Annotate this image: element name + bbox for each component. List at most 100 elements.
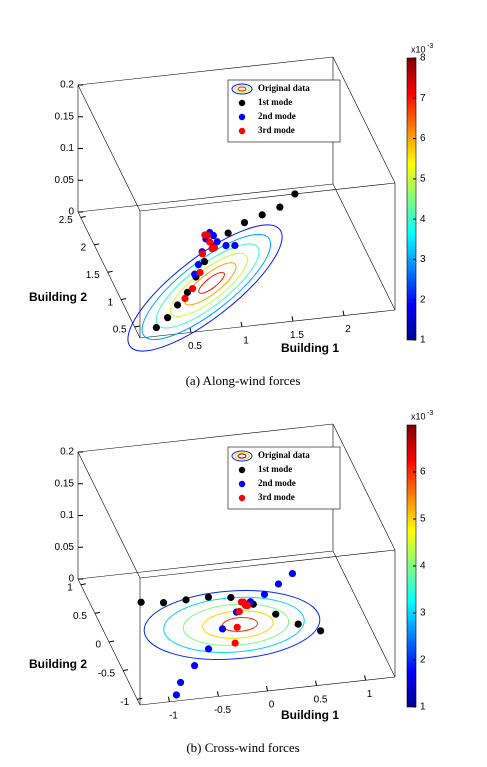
mode-point <box>204 593 213 601</box>
z-tick-label: 0.05 <box>55 542 75 553</box>
mode-point <box>258 211 266 219</box>
y-tick <box>80 215 86 218</box>
box-edge <box>332 423 396 551</box>
legend-marker <box>238 99 246 107</box>
colorbar-tick-label: 4 <box>420 561 426 572</box>
legend-label: 2nd mode <box>258 478 296 488</box>
mode-point <box>203 231 211 239</box>
mode-point <box>227 593 235 602</box>
y-tick-label: 1.5 <box>86 270 100 281</box>
legend-icon <box>231 450 253 462</box>
contour <box>141 233 272 341</box>
y-tick-label: 0 <box>95 640 101 651</box>
mode-point <box>196 268 204 277</box>
legend-icon <box>234 452 250 460</box>
legend-marker <box>238 466 246 474</box>
mode-point <box>181 294 189 303</box>
mode-point <box>233 623 241 631</box>
y-tick-label: 1 <box>108 297 114 308</box>
z-tick-label: 0.15 <box>55 478 75 489</box>
mode-point <box>231 639 239 647</box>
legend-marker <box>238 113 246 121</box>
box-edge <box>332 550 396 678</box>
colorbar-tick-label: 1 <box>420 335 426 346</box>
x-tick-label: 0.5 <box>314 694 328 705</box>
x-tick <box>291 316 294 322</box>
colorbar-tick-label: 5 <box>420 514 426 525</box>
box-edge <box>139 549 396 579</box>
colorbar-label: x10 <box>411 44 426 54</box>
mode-point <box>183 288 192 296</box>
y-tick <box>107 270 113 273</box>
y-axis-label: Building 2 <box>29 290 87 304</box>
mode-point <box>198 250 207 258</box>
y-tick-label: -0.5 <box>98 668 116 679</box>
colorbar-tick-label: 5 <box>420 173 426 184</box>
legend-icon <box>231 83 253 95</box>
z-tick-label: 0.2 <box>60 447 74 458</box>
x-tick <box>216 691 219 697</box>
legend-marker <box>238 480 246 488</box>
box-edge <box>77 451 141 579</box>
colorbar-tick-label: 3 <box>420 254 426 265</box>
colorbar-tick-label: 3 <box>420 608 426 619</box>
mode-point <box>188 285 197 293</box>
legend-label: 1st mode <box>258 464 292 474</box>
mode-point <box>213 238 221 246</box>
x-tick-label: 1.5 <box>290 330 304 341</box>
box-edge <box>139 309 396 339</box>
y-tick-label: 2.5 <box>59 215 73 226</box>
contour-group <box>127 224 283 352</box>
colorbar-exponent: -3 <box>427 43 433 50</box>
x-axis-label: Building 1 <box>281 341 339 355</box>
mode-point <box>159 599 168 607</box>
mode-point <box>206 238 214 246</box>
mode-point <box>209 231 218 240</box>
y-tick-label: 2 <box>81 243 87 254</box>
mode-point <box>291 190 299 198</box>
colorbar-exponent: -3 <box>427 410 433 417</box>
legend-label: 2nd mode <box>258 111 296 121</box>
y-tick <box>108 640 115 643</box>
y-tick-label: 0.5 <box>113 325 127 336</box>
x-tick <box>189 327 192 333</box>
y-tick-label: -1 <box>120 697 129 708</box>
box-edge <box>77 211 141 339</box>
mode-point <box>231 241 239 250</box>
legend-label: 3rd mode <box>258 125 295 135</box>
legend-label: Original data <box>258 450 310 460</box>
y-tick <box>134 325 140 328</box>
box-edge <box>77 183 334 213</box>
mode-point <box>276 203 284 211</box>
mode-point <box>173 301 182 309</box>
caption: (b) Cross-wind forces <box>186 740 299 755</box>
box-edge <box>77 84 141 212</box>
mode-point <box>294 620 302 628</box>
mode-point <box>272 610 280 618</box>
y-tick <box>80 583 86 586</box>
contour <box>184 262 237 306</box>
box-edge <box>332 56 396 184</box>
mode-point <box>172 691 181 699</box>
box-edge <box>77 56 334 86</box>
colorbar <box>406 57 417 341</box>
legend-label: 3rd mode <box>258 492 295 502</box>
legend-icon <box>237 86 247 92</box>
x-tick-label: -1 <box>169 710 178 721</box>
legend-marker <box>238 127 246 135</box>
x-tick-label: 0.5 <box>188 341 202 352</box>
mode-point <box>235 607 243 616</box>
mode-point <box>288 569 297 578</box>
colorbar-tick-label: 2 <box>420 294 426 305</box>
y-tick <box>121 298 127 301</box>
x-axis-label: Building 1 <box>281 708 339 722</box>
mode-point <box>164 314 172 322</box>
legend-box <box>227 446 341 510</box>
mode-point <box>137 598 145 606</box>
mode-point <box>316 627 325 635</box>
x-tick-label: 0 <box>269 700 275 711</box>
x-tick <box>364 675 367 681</box>
x-tick-label: -0.5 <box>214 705 232 716</box>
contour <box>221 617 259 632</box>
